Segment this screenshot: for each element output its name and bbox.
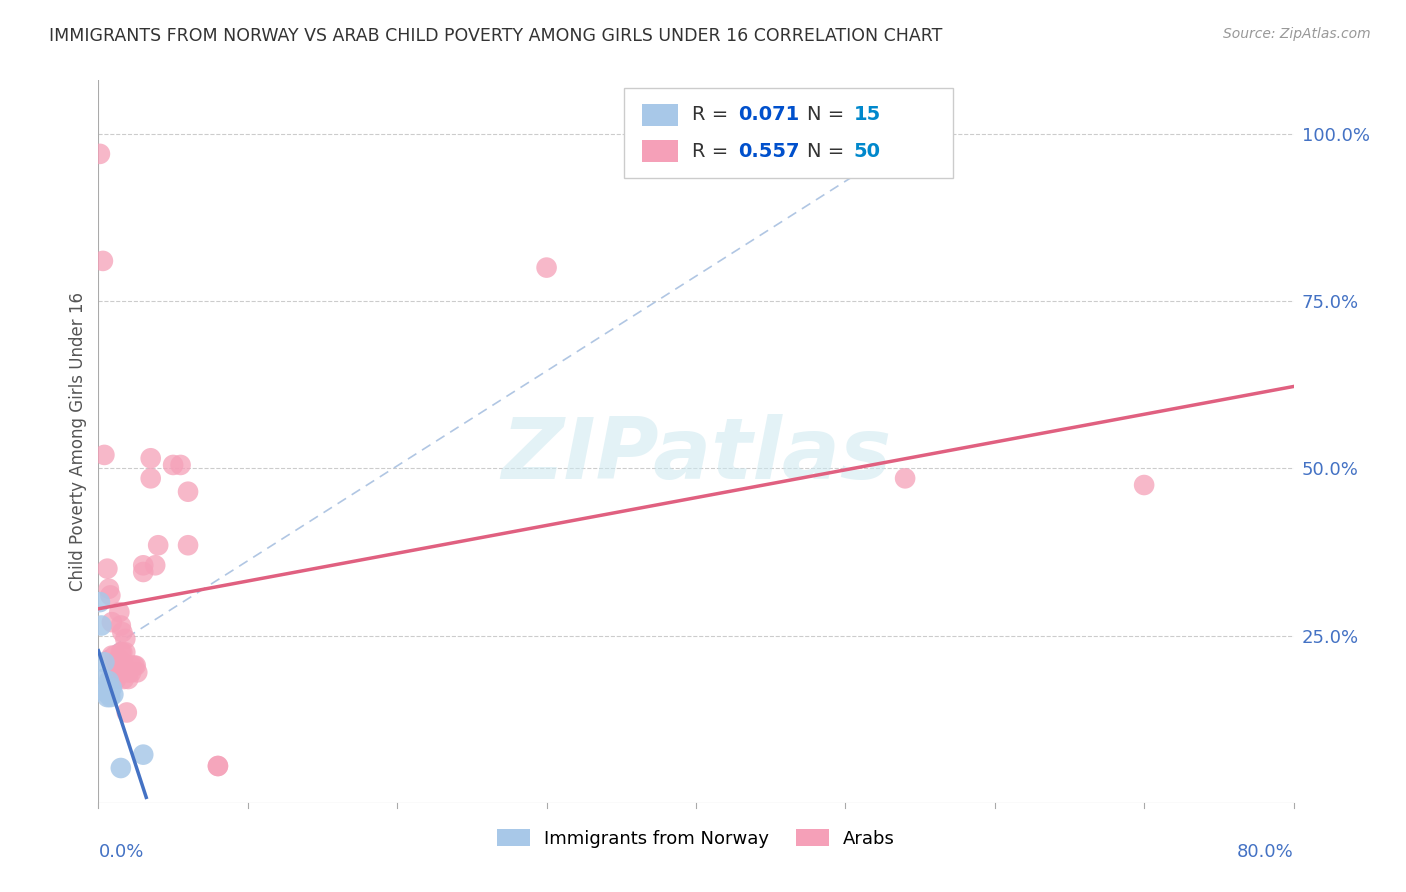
Point: [96, 562, 118, 576]
Point: [111, 625, 134, 640]
Point: [91, 254, 114, 268]
Point: [120, 658, 142, 673]
Text: 80.0%: 80.0%: [1237, 843, 1294, 861]
Point: [120, 665, 142, 680]
Text: Source: ZipAtlas.com: Source: ZipAtlas.com: [1223, 27, 1371, 41]
Text: 0.0%: 0.0%: [98, 843, 143, 861]
Point: [177, 484, 200, 499]
Point: [132, 565, 155, 579]
Point: [169, 458, 191, 472]
Point: [97, 582, 120, 596]
Point: [107, 662, 129, 676]
Point: [105, 672, 128, 686]
Point: [139, 451, 162, 466]
Point: [112, 672, 135, 686]
Point: [127, 665, 149, 680]
Point: [117, 672, 139, 686]
Point: [132, 747, 155, 762]
Point: [114, 632, 136, 646]
Point: [148, 538, 170, 552]
Point: [101, 648, 124, 663]
Point: [110, 665, 132, 680]
Point: [112, 658, 135, 673]
Point: [94, 685, 117, 699]
Point: [91, 672, 114, 686]
Point: [98, 690, 122, 705]
Point: [96, 681, 118, 696]
Point: [108, 652, 131, 666]
Text: 0.557: 0.557: [738, 142, 799, 161]
Point: [101, 681, 124, 695]
Text: R =: R =: [692, 105, 735, 125]
Text: 15: 15: [853, 105, 882, 125]
Text: ZIPatlas: ZIPatlas: [501, 415, 891, 498]
Text: 0.071: 0.071: [738, 105, 799, 125]
Point: [108, 665, 131, 680]
Y-axis label: Child Poverty Among Girls Under 16: Child Poverty Among Girls Under 16: [69, 292, 87, 591]
Point: [207, 759, 229, 773]
Text: 50: 50: [853, 142, 880, 161]
Text: IMMIGRANTS FROM NORWAY VS ARAB CHILD POVERTY AMONG GIRLS UNDER 16 CORRELATION CH: IMMIGRANTS FROM NORWAY VS ARAB CHILD POV…: [49, 27, 942, 45]
Point: [115, 706, 138, 720]
Point: [110, 658, 132, 673]
Text: N =: N =: [807, 105, 851, 125]
Point: [139, 471, 162, 485]
Point: [103, 687, 125, 701]
Point: [110, 645, 132, 659]
Point: [105, 655, 128, 669]
Point: [162, 458, 184, 472]
Point: [132, 558, 155, 573]
Point: [98, 683, 122, 698]
Point: [97, 687, 120, 701]
Point: [110, 761, 132, 775]
Point: [143, 558, 166, 573]
Text: N =: N =: [807, 142, 851, 161]
Point: [103, 662, 125, 676]
Point: [101, 615, 124, 630]
Point: [117, 665, 139, 680]
Point: [98, 589, 122, 603]
Point: [110, 618, 132, 632]
Point: [90, 618, 112, 632]
Point: [93, 655, 115, 669]
Point: [104, 648, 127, 663]
Point: [93, 448, 115, 462]
Point: [207, 759, 229, 773]
FancyBboxPatch shape: [643, 104, 678, 126]
Point: [108, 605, 131, 619]
Point: [89, 595, 111, 609]
FancyBboxPatch shape: [624, 87, 953, 178]
Point: [177, 538, 200, 552]
Legend: Immigrants from Norway, Arabs: Immigrants from Norway, Arabs: [489, 822, 903, 855]
Point: [111, 645, 134, 659]
Point: [97, 674, 120, 689]
Point: [111, 665, 134, 680]
Point: [114, 645, 136, 659]
Point: [894, 471, 917, 485]
Point: [96, 690, 118, 705]
FancyBboxPatch shape: [643, 140, 678, 162]
Text: R =: R =: [692, 142, 735, 161]
Point: [89, 147, 111, 161]
Point: [1133, 478, 1156, 492]
Point: [536, 260, 558, 275]
Point: [124, 658, 146, 673]
Point: [125, 658, 148, 673]
